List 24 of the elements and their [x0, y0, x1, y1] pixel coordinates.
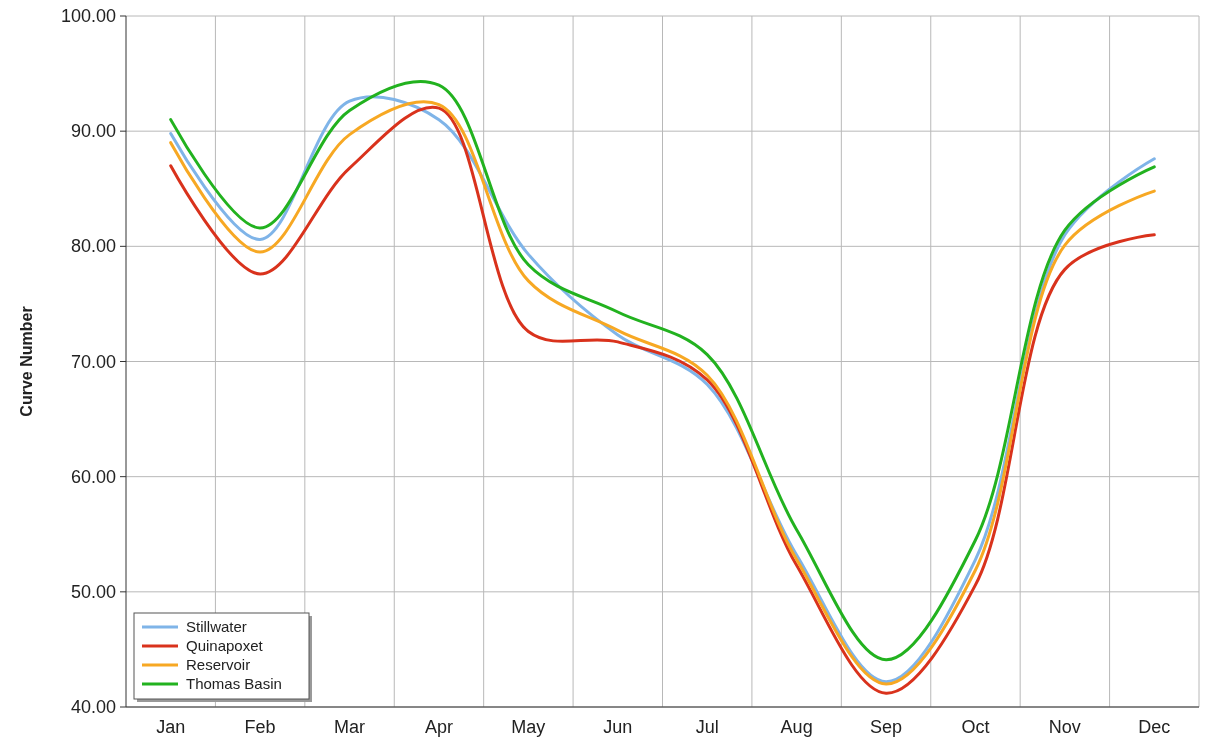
y-tick-label: 70.00 [70, 351, 116, 372]
x-tick-label: Mar [334, 717, 366, 737]
legend-label: Quinapoxet [186, 637, 264, 654]
x-tick-label: May [511, 717, 546, 737]
x-tick-label: Aug [780, 717, 813, 737]
y-tick-label: 40.00 [70, 697, 116, 717]
y-tick-label: 50.00 [70, 581, 116, 602]
x-tick-label: Oct [961, 717, 990, 737]
x-tick-label: Jul [695, 717, 719, 737]
x-tick-label: Feb [244, 717, 276, 737]
legend-label: Thomas Basin [186, 675, 282, 692]
y-tick-label: 80.00 [70, 236, 116, 257]
legend-label: Reservoir [186, 656, 251, 673]
x-tick-label: Apr [424, 717, 453, 737]
legend-label: Stillwater [186, 618, 247, 635]
y-axis-title: Curve Number [18, 306, 35, 417]
x-tick-label: Jun [603, 717, 633, 737]
x-tick-label: Nov [1048, 717, 1081, 737]
x-tick-label: Sep [870, 717, 903, 737]
y-tick-label: 60.00 [70, 466, 116, 487]
x-tick-label: Dec [1138, 717, 1171, 737]
y-tick-label: 100.00 [60, 6, 116, 26]
y-tick-label: 90.00 [70, 121, 116, 142]
x-tick-label: Jan [156, 717, 186, 737]
